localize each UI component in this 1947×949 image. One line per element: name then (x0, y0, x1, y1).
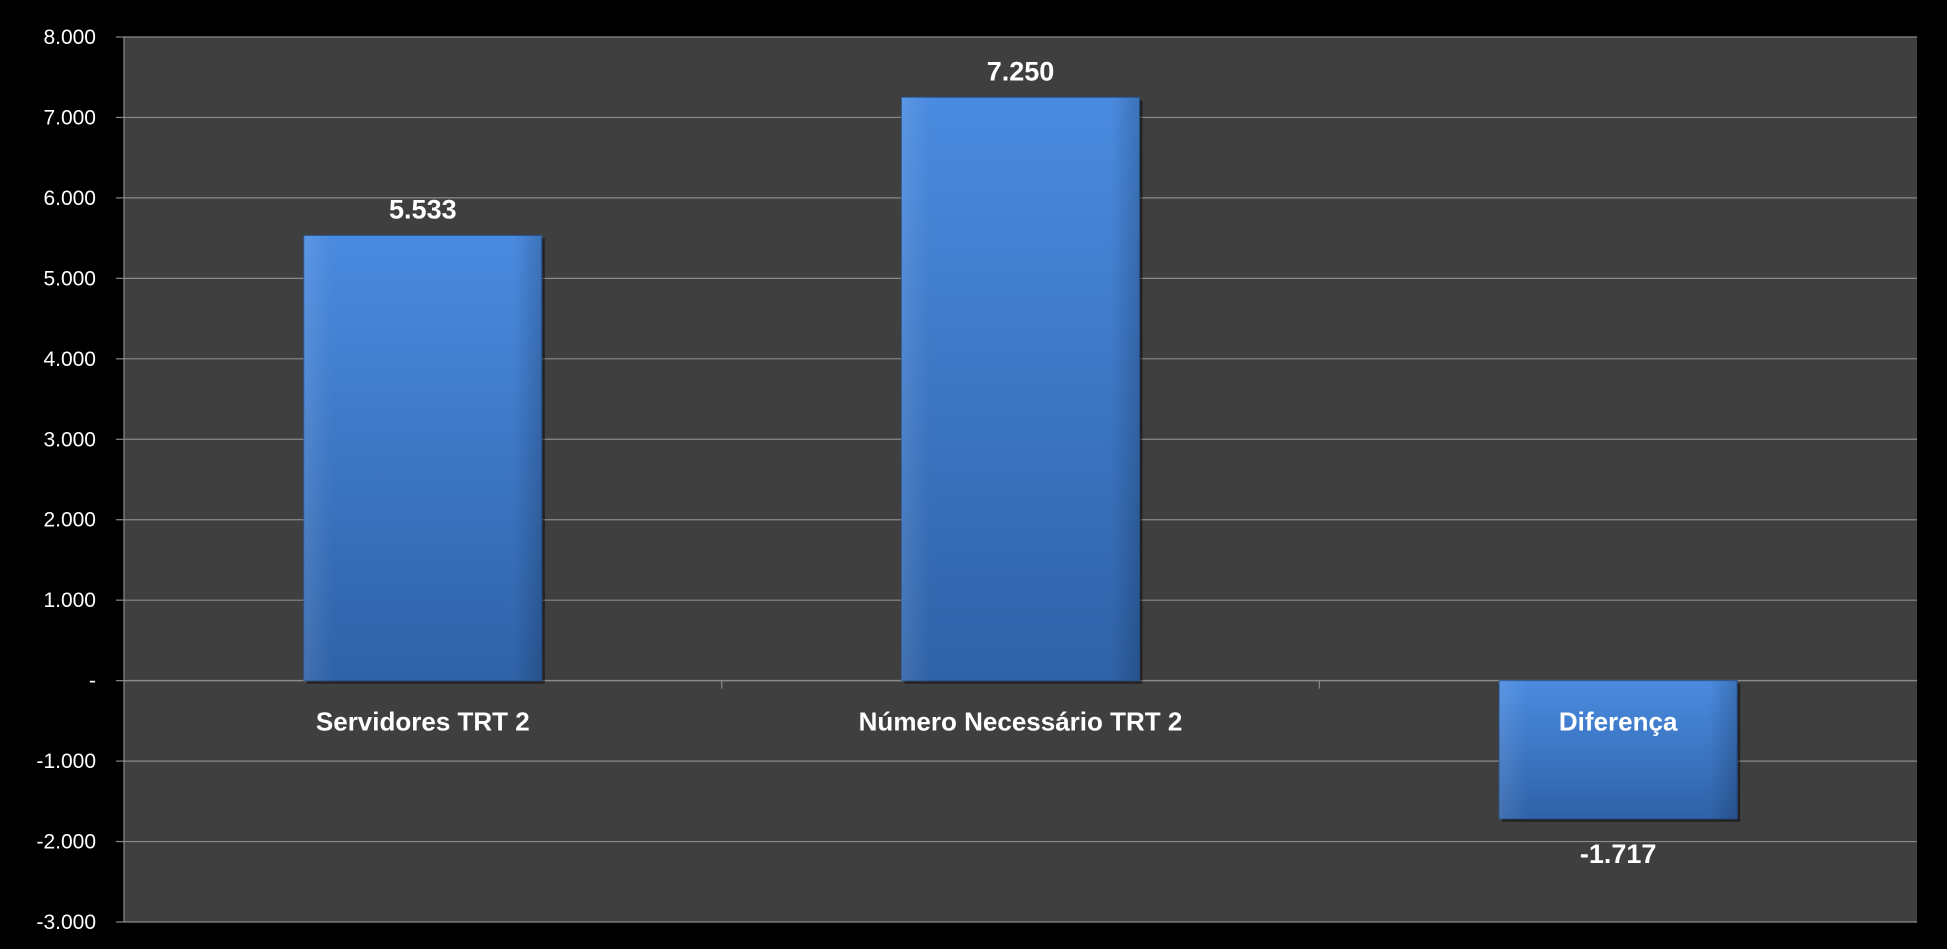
y-tick-label: 1.000 (43, 589, 96, 612)
category-label: Número Necessário TRT 2 (859, 707, 1183, 737)
y-tick-label: 5.000 (43, 267, 96, 290)
data-label: 5.533 (389, 194, 457, 224)
labels: 8.000 7.000 6.000 5.000 4.000 3.000 2.000 1.000… (36, 26, 1678, 934)
bar-shine (1499, 680, 1738, 819)
y-tick-label: 7.000 (43, 106, 96, 129)
y-tick-label: 6.000 (43, 187, 96, 210)
data-label: -1.717 (1580, 839, 1657, 869)
category-label: Servidores TRT 2 (316, 707, 530, 737)
y-tick-label: 3.000 (43, 428, 96, 451)
bar-shine (303, 235, 542, 681)
y-tick-label: 2.000 (43, 509, 96, 532)
y-tick-label: - (89, 670, 96, 693)
y-tick-label: 4.000 (43, 348, 96, 371)
y-tick-label: -2.000 (36, 831, 96, 854)
data-label: 7.250 (987, 56, 1055, 86)
category-label: Diferença (1559, 707, 1678, 737)
bar-shine (901, 97, 1140, 681)
bars (303, 96, 1741, 822)
y-tick-label: -3.000 (36, 911, 96, 934)
y-tick-label: 8.000 (43, 26, 96, 49)
y-tick-label: -1.000 (36, 750, 96, 773)
